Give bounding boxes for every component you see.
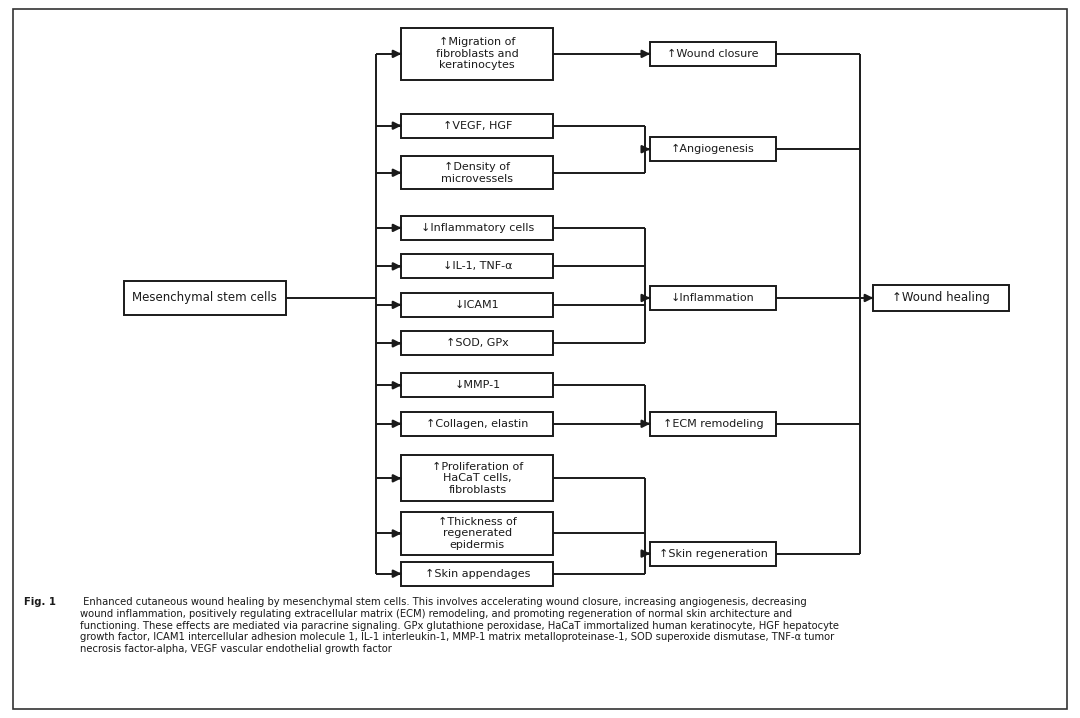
- Bar: [402, 512, 553, 555]
- Text: ↑Migration of
fibroblasts and
keratinocytes: ↑Migration of fibroblasts and keratinocy…: [436, 37, 518, 70]
- Bar: [402, 113, 553, 138]
- Text: ↑Angiogenesis: ↑Angiogenesis: [671, 144, 755, 154]
- Text: ↑ECM remodeling: ↑ECM remodeling: [663, 419, 764, 429]
- Bar: [402, 411, 553, 436]
- Text: ↑Skin appendages: ↑Skin appendages: [424, 569, 530, 579]
- Text: ↑Density of
microvessels: ↑Density of microvessels: [442, 162, 513, 184]
- Text: Mesenchymal stem cells: Mesenchymal stem cells: [133, 292, 278, 304]
- Bar: [650, 42, 775, 66]
- Text: ↑Wound healing: ↑Wound healing: [892, 292, 990, 304]
- Bar: [650, 286, 775, 310]
- Bar: [402, 455, 553, 501]
- Bar: [650, 541, 775, 566]
- Text: ↑Thickness of
regenerated
epidermis: ↑Thickness of regenerated epidermis: [437, 517, 516, 550]
- Bar: [402, 561, 553, 586]
- Bar: [874, 285, 1010, 311]
- Text: ↓MMP-1: ↓MMP-1: [455, 381, 500, 391]
- Text: ↓Inflammatory cells: ↓Inflammatory cells: [421, 223, 534, 233]
- Bar: [402, 254, 553, 279]
- Text: ↓ICAM1: ↓ICAM1: [455, 300, 500, 310]
- Bar: [402, 331, 553, 355]
- Text: ↑Proliferation of
HaCaT cells,
fibroblasts: ↑Proliferation of HaCaT cells, fibroblas…: [432, 462, 523, 495]
- Bar: [402, 28, 553, 80]
- Text: ↓Inflammation: ↓Inflammation: [671, 293, 755, 303]
- Text: ↓IL-1, TNF-α: ↓IL-1, TNF-α: [443, 261, 512, 271]
- Text: Fig. 1: Fig. 1: [24, 597, 56, 607]
- Text: Enhanced cutaneous wound healing by mesenchymal stem cells. This involves accele: Enhanced cutaneous wound healing by mese…: [80, 597, 839, 654]
- Bar: [402, 156, 553, 190]
- Bar: [402, 373, 553, 397]
- Bar: [124, 281, 286, 314]
- Bar: [650, 137, 775, 162]
- Bar: [650, 411, 775, 436]
- Text: ↑Collagen, elastin: ↑Collagen, elastin: [427, 419, 528, 429]
- Text: ↑VEGF, HGF: ↑VEGF, HGF: [443, 121, 512, 131]
- Bar: [402, 293, 553, 317]
- Text: ↑SOD, GPx: ↑SOD, GPx: [446, 338, 509, 348]
- Text: ↑Wound closure: ↑Wound closure: [667, 49, 759, 59]
- Text: ↑Skin regeneration: ↑Skin regeneration: [659, 549, 768, 559]
- Bar: [402, 216, 553, 240]
